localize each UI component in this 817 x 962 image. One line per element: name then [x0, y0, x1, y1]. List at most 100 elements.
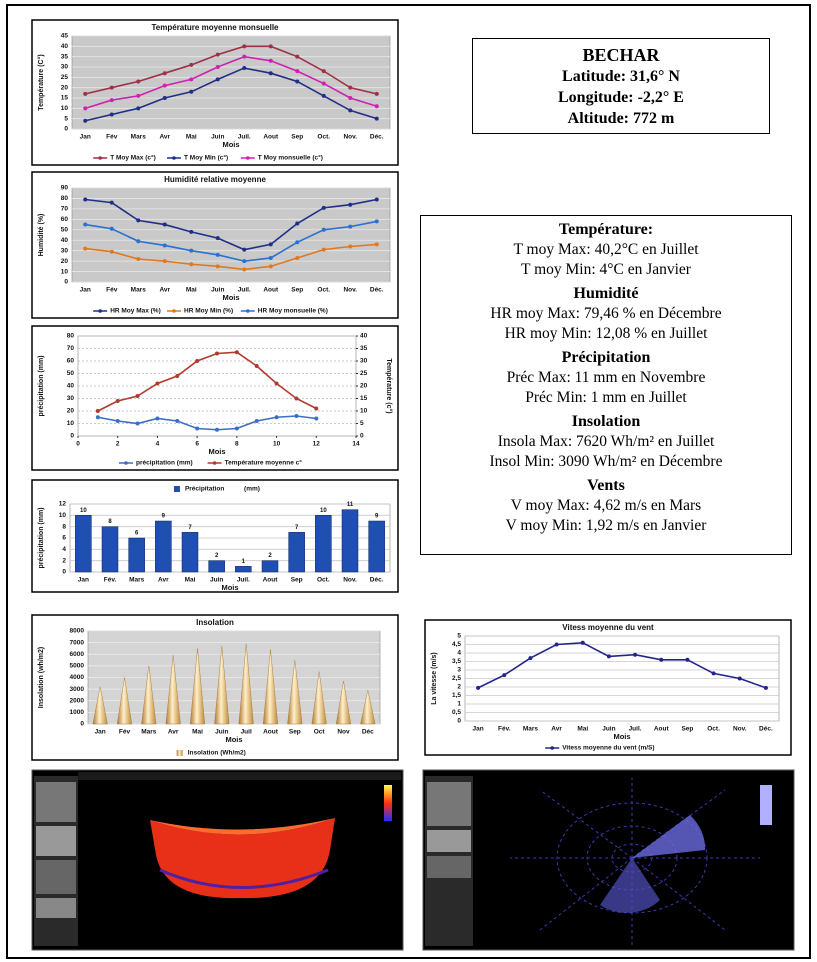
y-tick-label: 5	[64, 115, 68, 122]
y2-tick-label: 0	[360, 433, 364, 440]
data-point	[216, 236, 220, 240]
y-tick-label: 6000	[70, 651, 85, 658]
value-label: 11	[347, 502, 354, 508]
y2-tick-label: 35	[360, 345, 368, 352]
y-tick-label: 0,5	[452, 709, 461, 716]
y-tick-label: 2	[62, 557, 66, 564]
x-axis-label: Mois	[222, 293, 239, 302]
data-point	[83, 106, 87, 110]
x-tick-label: Oct	[314, 729, 326, 736]
y-axis-label: Humidité (%)	[38, 214, 45, 257]
data-point	[295, 256, 299, 260]
x-tick-label: Déc.	[370, 287, 384, 294]
location-label: Latitude:	[562, 68, 626, 85]
y-tick-label: 25	[61, 74, 69, 81]
chart: Humidité relative moyenne010203040506070…	[32, 172, 398, 318]
legend-swatch	[174, 486, 180, 492]
data-point	[215, 352, 219, 356]
y-tick-label: 0	[70, 433, 74, 440]
x-tick-label: Aout	[263, 729, 279, 736]
data-point	[163, 96, 167, 100]
x-tick-label: Oct.	[317, 134, 330, 141]
legend-label: Insolation (Wh/m2)	[188, 750, 246, 757]
y-tick-label: 10	[59, 512, 67, 519]
bar	[235, 566, 251, 572]
x-tick-label: Sep	[681, 726, 693, 733]
data-point	[189, 230, 193, 234]
x-tick-label: Mai	[577, 726, 588, 733]
summary-line: Insol Min: 3090 Wh/m² en Décembre	[421, 452, 791, 472]
data-point	[163, 71, 167, 75]
data-point	[116, 399, 120, 403]
data-point	[502, 673, 506, 677]
data-point	[110, 250, 114, 254]
summary-line: Préc Min: 1 mm en Juillet	[421, 388, 791, 408]
x-tick-label: Sep	[291, 287, 303, 294]
x-tick-label: Jan	[78, 577, 89, 584]
data-point	[163, 243, 167, 247]
chart-title: Vitess moyenne du vent	[562, 623, 654, 632]
summary-section: HumiditéHR moy Max: 79,46 % en DécembreH…	[421, 284, 791, 344]
data-point	[348, 244, 352, 248]
x-axis-label: Mois	[221, 583, 238, 592]
x-tick-label: 12	[313, 441, 321, 448]
data-point	[195, 427, 199, 431]
data-point	[242, 248, 246, 252]
y-tick-label: 4	[457, 650, 461, 657]
x-tick-label: 2	[116, 441, 120, 448]
value-label: 10	[320, 508, 327, 514]
x-tick-label: Fév	[106, 134, 118, 141]
data-point	[110, 86, 114, 90]
data-point	[322, 69, 326, 73]
y-tick-label: 0	[80, 721, 84, 728]
x-tick-label: Sep	[289, 729, 301, 736]
data-point	[189, 262, 193, 266]
data-point	[216, 53, 220, 57]
x-tick-label: Oct.	[317, 577, 330, 584]
chart-title: Insolation	[196, 618, 234, 627]
location-row: Longitude: -2,2° E	[473, 87, 769, 108]
chart: Température moyenne monsuelle05101520253…	[32, 20, 398, 165]
data-point	[235, 427, 239, 431]
data-point	[528, 656, 532, 660]
data-point	[348, 225, 352, 229]
page: {"location": {"name": "BECHAR", "rows": …	[0, 0, 817, 962]
data-point	[136, 79, 140, 83]
data-point	[375, 219, 379, 223]
x-tick-label: Jan	[80, 134, 91, 141]
data-point	[375, 92, 379, 96]
legend-label: Précipitation	[185, 486, 224, 493]
legend-label: Température moyenne c°	[225, 459, 303, 467]
location-row: Altitude: 772 m	[473, 108, 769, 129]
x-tick-label: Nov.	[343, 287, 357, 294]
data-point	[255, 364, 259, 368]
data-point	[269, 256, 273, 260]
summary-section: VentsV moy Max: 4,62 m/s en MarsV moy Mi…	[421, 476, 791, 536]
x-tick-label: Mai	[185, 577, 196, 584]
legend-label: T Moy Max (c°)	[110, 154, 156, 162]
summary-line: Insola Max: 7620 Wh/m² en Juillet	[421, 432, 791, 452]
y-tick-label: 40	[61, 237, 69, 244]
x-tick-label: Sep	[291, 134, 303, 141]
y-tick-label: 7000	[70, 639, 85, 646]
y-tick-label: 20	[67, 408, 75, 415]
x-tick-label: Mars	[131, 287, 147, 294]
bar	[155, 521, 171, 572]
summary-heading: Vents	[421, 476, 791, 496]
y-axis-label: Insolation (wh/m2)	[38, 647, 45, 708]
summary-line: T moy Max: 40,2°C en Juillet	[421, 240, 791, 260]
legend-swatch	[213, 461, 217, 465]
y-tick-label: 90	[61, 185, 69, 192]
data-point	[269, 59, 273, 63]
data-point	[295, 222, 299, 226]
data-point	[322, 206, 326, 210]
data-point	[136, 394, 140, 398]
y-tick-label: 3000	[70, 686, 85, 693]
data-point	[83, 247, 87, 251]
y-axis-label: Température (C°)	[37, 54, 45, 110]
data-point	[175, 374, 179, 378]
x-tick-label: Déc.	[370, 577, 384, 584]
y-tick-label: 50	[61, 226, 69, 233]
data-point	[116, 419, 120, 423]
y-tick-label: 4,5	[452, 641, 461, 648]
